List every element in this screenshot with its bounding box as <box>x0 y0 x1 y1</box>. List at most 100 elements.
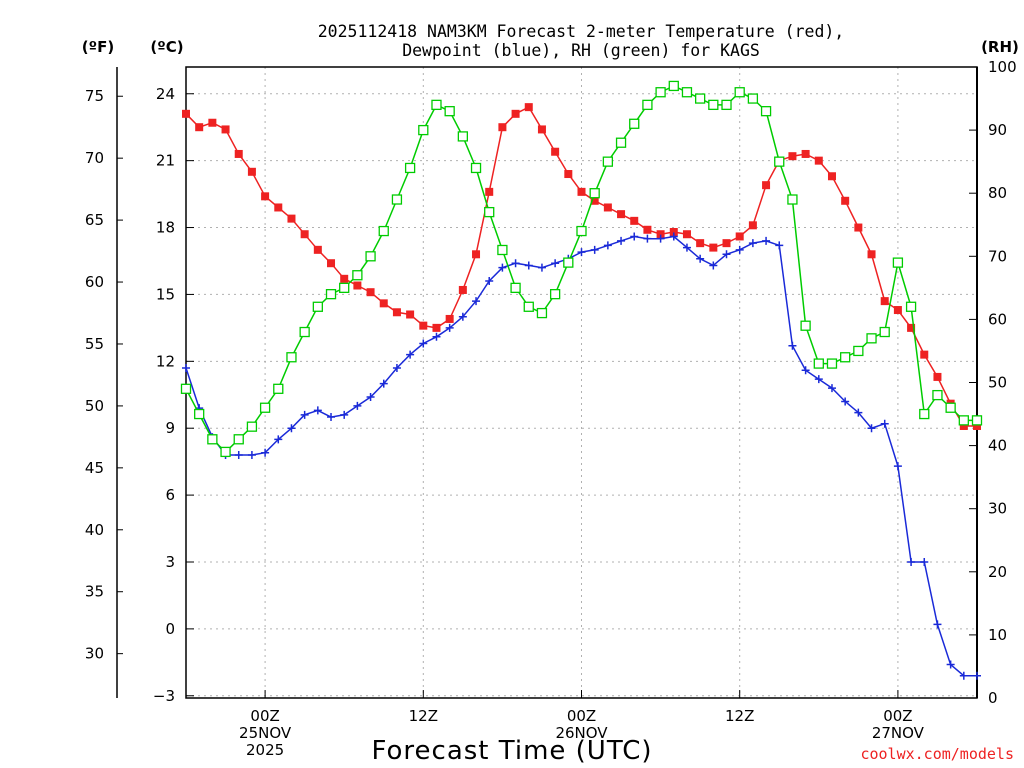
temperature-point <box>221 125 230 134</box>
x-tick-label: 00Z <box>883 707 912 725</box>
rh-point <box>602 156 614 167</box>
rh-point <box>325 289 337 300</box>
rh-tick-label: 70 <box>988 247 1007 265</box>
dewpoint-point <box>748 239 757 248</box>
rh-point <box>497 244 508 256</box>
dewpoint-point <box>669 232 678 241</box>
rh-point <box>681 87 693 98</box>
temperature-point <box>300 230 309 239</box>
x-tick-label: 00Z <box>250 707 279 725</box>
temperature-point <box>841 196 850 205</box>
dewpoint-point <box>498 263 507 272</box>
temperature-point <box>327 259 336 268</box>
tick-labels: −3 0 3 6 9 12 15 18 21 24 30 35 40 45 50 55 60 65 70 75 0 10 2… <box>85 58 1017 759</box>
fahrenheit-tick-label: 45 <box>85 459 104 477</box>
temperature-point <box>973 421 981 430</box>
temperature-point <box>551 147 560 156</box>
rh-point <box>549 289 561 300</box>
rh-point <box>905 301 917 312</box>
temperature-point <box>234 149 243 158</box>
rh-tick-label: 40 <box>988 437 1007 455</box>
temperature-point <box>643 225 652 234</box>
fahrenheit-tick-label: 60 <box>85 273 104 291</box>
x-tick-label: 12Z <box>725 707 754 725</box>
dewpoint-point <box>920 557 929 566</box>
x-tick-label: 2025 <box>246 741 284 759</box>
celsius-tick-label: 12 <box>156 352 175 370</box>
dewpoint-point <box>814 375 823 384</box>
rh-point <box>840 352 851 363</box>
dewpoint-point <box>643 234 652 243</box>
temperature-point <box>353 281 362 290</box>
dewpoint-point <box>379 379 388 388</box>
temperature-point <box>287 214 296 223</box>
temperature-point <box>880 297 889 306</box>
temperature-point <box>617 210 626 219</box>
rh-point <box>339 282 350 294</box>
dewpoint-point <box>880 419 889 428</box>
dewpoint-point <box>827 384 836 393</box>
temperature-point <box>590 196 599 205</box>
dewpoint-point <box>617 236 626 245</box>
dewpoint-point <box>656 234 665 243</box>
x-tick-label: 00Z <box>567 707 596 725</box>
temperature-point <box>247 167 256 176</box>
rh-point <box>879 326 890 338</box>
dewpoint-point <box>353 401 362 410</box>
rh-point <box>826 358 838 369</box>
dewpoint-point <box>182 364 190 373</box>
dewpoint-point <box>590 245 599 254</box>
chart-title: 2025112418 NAM3KM Forecast 2-meter Tempe… <box>318 22 845 41</box>
rh-point <box>312 301 323 312</box>
temperature-point <box>458 285 467 294</box>
temperature-point <box>313 245 322 254</box>
temperature-point <box>603 203 612 212</box>
rh-point <box>194 408 205 420</box>
celsius-tick-label: 6 <box>165 486 175 504</box>
temperature-point <box>208 118 217 127</box>
dewpoint-point <box>406 350 415 359</box>
temperature-point <box>524 103 533 112</box>
rh-point <box>958 415 969 426</box>
dewpoint-point <box>735 245 744 254</box>
rh-point <box>655 87 666 98</box>
fahrenheit-tick-label: 30 <box>85 645 104 663</box>
fahrenheit-tick-label: 50 <box>85 397 104 415</box>
rh-point <box>721 99 732 111</box>
x-tick-label: 27NOV <box>872 724 925 742</box>
temperature-point <box>920 350 929 359</box>
rh-point <box>470 162 482 174</box>
dewpoint-point <box>907 557 916 566</box>
temperature-point <box>656 230 665 239</box>
dewpoint-point <box>603 241 612 250</box>
dewpoint-point <box>485 277 494 286</box>
rh-point <box>457 131 469 142</box>
temperature-point <box>406 310 415 319</box>
rh-tick-label: 100 <box>988 58 1017 76</box>
rh-point <box>932 389 943 401</box>
rh-point <box>246 421 258 432</box>
dewpoint-point <box>841 397 850 406</box>
rh-point <box>708 99 719 111</box>
series-group <box>180 80 983 680</box>
rh-point <box>668 80 679 92</box>
dewpoint-point <box>854 408 863 417</box>
rh-point <box>299 326 310 338</box>
rh-point <box>523 301 534 312</box>
rh-point <box>945 402 956 413</box>
axes <box>116 66 978 699</box>
rh-tick-label: 20 <box>988 563 1007 581</box>
celsius-tick-label: 3 <box>165 553 175 571</box>
celsius-tick-label: 24 <box>156 85 175 103</box>
temperature-point <box>445 314 454 323</box>
dewpoint-point <box>801 366 810 375</box>
rh-tick-label: 10 <box>988 626 1007 644</box>
dewpoint-point <box>722 250 731 259</box>
dewpoint-series <box>182 232 981 680</box>
temperature-point <box>827 172 836 181</box>
rh-point <box>536 307 548 319</box>
fahrenheit-tick-label: 40 <box>85 521 104 539</box>
celsius-tick-label: 21 <box>156 152 175 170</box>
dewpoint-point <box>392 364 401 373</box>
